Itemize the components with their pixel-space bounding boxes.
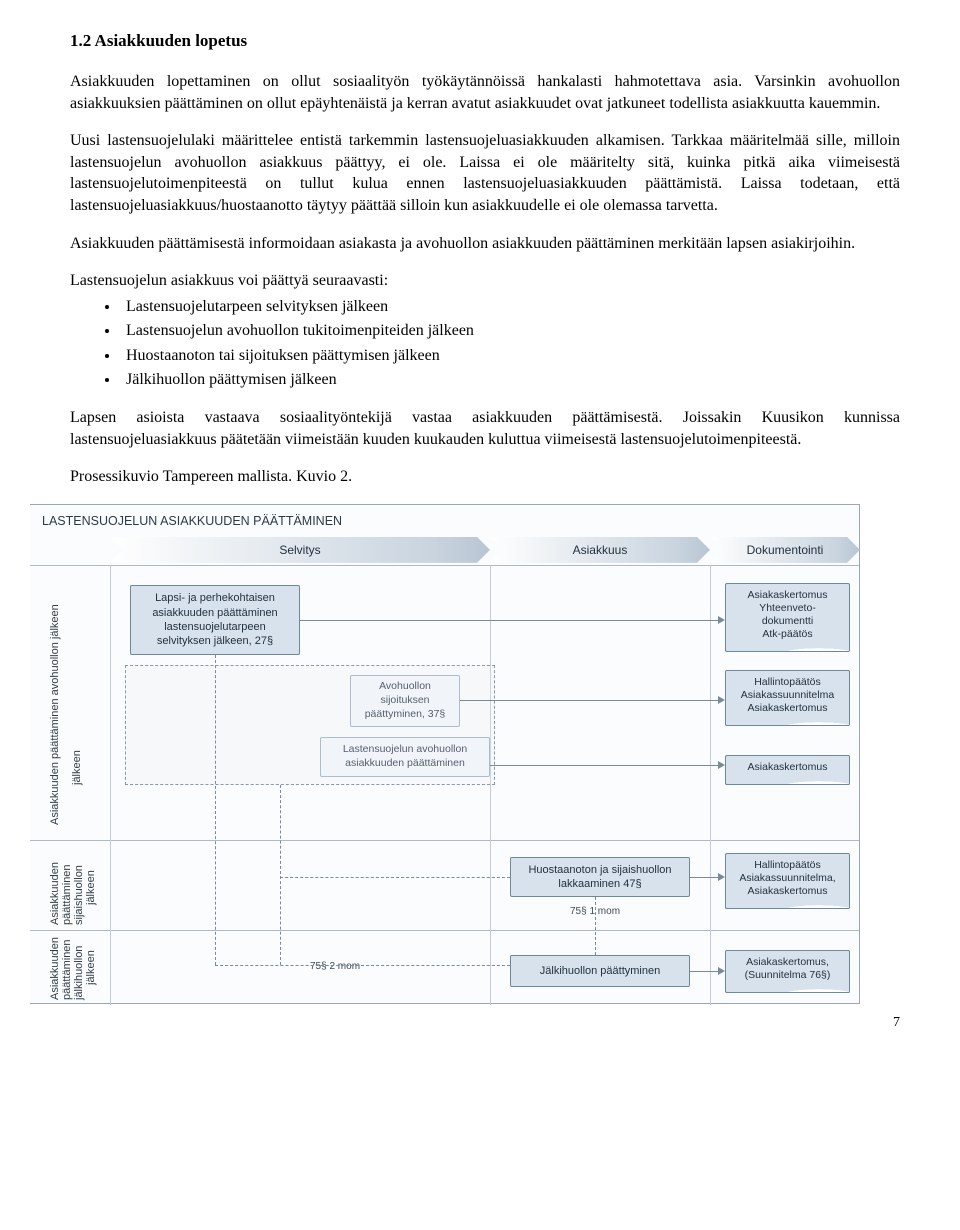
paragraph-5: Prosessikuvio Tampereen mallista. Kuvio …: [70, 466, 900, 488]
diagram-title: LASTENSUOJELUN ASIAKKUUDEN PÄÄTTÄMINEN: [42, 513, 342, 530]
note-75-2: 75§ 2 mom: [310, 960, 360, 974]
arrow-icon: [718, 696, 725, 704]
list-item: Huostaanoton tai sijoituksen päättymisen…: [120, 345, 900, 367]
process-diagram: LASTENSUOJELUN ASIAKKUUDEN PÄÄTTÄMINEN S…: [30, 504, 860, 1004]
section-heading: 1.2 Asiakkuuden lopetus: [70, 30, 900, 53]
lane-header-asiakkuus: Asiakkuus: [490, 537, 710, 563]
col-divider: [710, 565, 711, 1005]
connector: [490, 765, 720, 766]
dashed-group: [125, 665, 495, 785]
lane-header-selvitys: Selvitys: [110, 537, 490, 563]
paragraph-4: Lapsen asioista vastaava sosiaalityöntek…: [70, 407, 900, 450]
paragraph-3: Asiakkuuden päättämisestä informoidaan a…: [70, 233, 900, 255]
doc-box-1: AsiakaskertomusYhteenveto-dokumenttiAtk-…: [725, 583, 850, 653]
arrow-icon: [718, 616, 725, 624]
col-divider: [490, 565, 491, 1005]
list-intro: Lastensuojelun asiakkuus voi päättyä seu…: [70, 270, 900, 292]
row-label-2d: jälkeen: [84, 870, 99, 905]
connector-dashed: [215, 655, 216, 965]
doc-box-3: Asiakaskertomus: [725, 755, 850, 785]
box-selvitys: Lapsi- ja perhekohtaisen asiakkuuden pää…: [130, 585, 300, 655]
paragraph-2: Uusi lastensuojelulaki määrittelee entis…: [70, 130, 900, 216]
arrow-icon: [718, 761, 725, 769]
connector: [690, 877, 720, 878]
connector: [690, 971, 720, 972]
connector: [300, 620, 720, 621]
connector: [460, 700, 720, 701]
bullet-list: Lastensuojelutarpeen selvityksen jälkeen…: [120, 296, 900, 391]
doc-box-5: Asiakaskertomus,(Suunnitelma 76§): [725, 950, 850, 993]
divider: [30, 840, 859, 841]
box-huostaanotto: Huostaanoton ja sijaishuollon lakkaamine…: [510, 857, 690, 897]
arrow-icon: [718, 967, 725, 975]
divider: [30, 565, 859, 566]
doc-box-4: HallintopäätösAsiakassuunnitelma,Asiakas…: [725, 853, 850, 909]
list-item: Jälkihuollon päättymisen jälkeen: [120, 369, 900, 391]
divider: [30, 930, 859, 931]
connector-dashed: [280, 785, 281, 965]
row-label-1: Asiakkuuden päättäminen avohuollon jälke…: [48, 604, 63, 825]
arrow-icon: [718, 873, 725, 881]
box-jalkihuolto: Jälkihuollon päättyminen: [510, 955, 690, 987]
connector-dashed: [595, 897, 596, 955]
paragraph-1: Asiakkuuden lopettaminen on ollut sosiaa…: [70, 71, 900, 114]
doc-box-2: HallintopäätösAsiakassuunnitelmaAsiakask…: [725, 670, 850, 726]
row-label-1b: jälkeen: [70, 750, 85, 785]
connector-dashed: [215, 965, 510, 966]
list-item: Lastensuojelutarpeen selvityksen jälkeen: [120, 296, 900, 318]
list-item: Lastensuojelun avohuollon tukitoimenpite…: [120, 320, 900, 342]
page-number: 7: [70, 1014, 900, 1033]
lane-header-dokumentointi: Dokumentointi: [710, 537, 860, 563]
connector-dashed: [280, 877, 510, 878]
row-label-3d: jälkeen: [84, 950, 99, 985]
col-divider: [110, 565, 111, 1005]
